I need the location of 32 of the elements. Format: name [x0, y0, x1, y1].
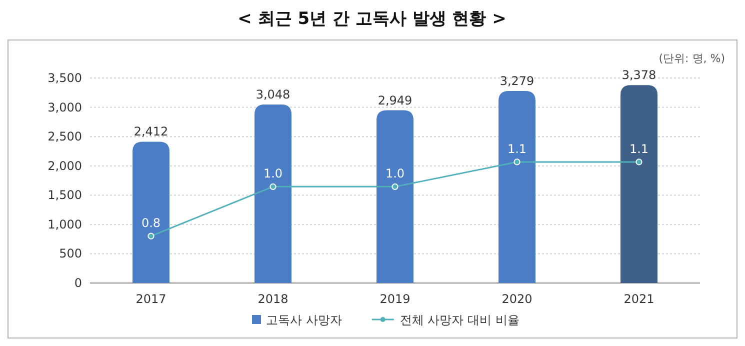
data-label: 0.8 — [141, 216, 161, 230]
bar — [498, 90, 536, 283]
y-tick-label: 3,500 — [48, 71, 82, 85]
x-tick-label: 2020 — [502, 292, 532, 306]
y-tick-label: 1,500 — [48, 188, 82, 202]
data-label: 1.1 — [507, 142, 527, 156]
bar — [376, 110, 414, 283]
bar — [620, 85, 658, 283]
data-label: 2,949 — [378, 93, 412, 108]
bar — [254, 104, 292, 283]
data-label: 3,048 — [256, 87, 290, 102]
x-tick-label: 2021 — [624, 292, 654, 306]
y-tick-label: 0 — [74, 276, 82, 290]
title: < 최근 5년 간 고독사 발생 현황 > — [238, 9, 506, 29]
x-tick-label: 2019 — [380, 292, 410, 306]
legend-label: 전체 사망자 대비 비율 — [400, 313, 520, 327]
data-label: 1.0 — [385, 166, 405, 181]
y-tick-label: 1,000 — [48, 217, 82, 232]
bar — [132, 142, 170, 283]
text: (단위: 명, %) — [658, 52, 725, 65]
data-label: 3,279 — [500, 74, 534, 88]
data-label: 1.1 — [629, 142, 649, 156]
data-label: 1.0 — [263, 166, 283, 181]
y-tick-label: 2,000 — [48, 158, 82, 173]
x-tick-label: 2017 — [136, 292, 166, 306]
data-label: 2,412 — [134, 124, 168, 139]
legend-label: 고독사 사망자 — [266, 313, 342, 327]
x-tick-label: 2018 — [258, 292, 288, 306]
y-tick-label: 2,500 — [48, 130, 82, 144]
y-tick-label: 500 — [59, 246, 82, 261]
y-tick-label: 3,000 — [48, 100, 82, 114]
data-label: 3,378 — [622, 68, 656, 82]
